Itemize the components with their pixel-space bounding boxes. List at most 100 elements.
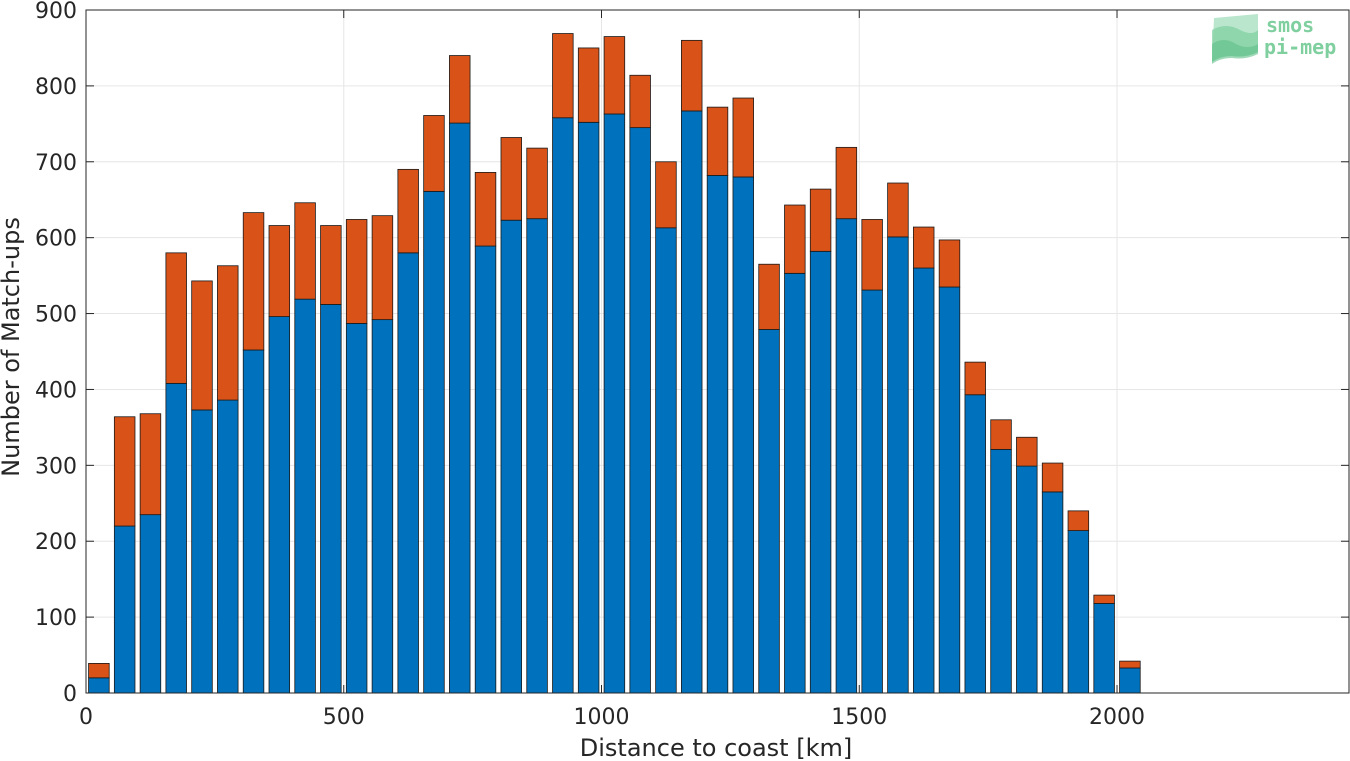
y-tick-label-8: 800 <box>35 75 77 100</box>
bar-s0-2 <box>139 514 162 694</box>
bar-s0-27 <box>784 272 806 694</box>
bar-s0-31 <box>887 236 909 694</box>
y-tick-label-6: 600 <box>35 227 77 252</box>
y-tick-label-4: 400 <box>35 378 77 403</box>
bar-s1-7 <box>268 225 291 317</box>
bar-s0-25 <box>732 176 754 694</box>
bar-s0-21 <box>629 127 651 694</box>
bar-s1-2 <box>139 413 162 516</box>
plot-frame <box>85 9 1350 694</box>
bar-s0-40 <box>1119 667 1141 694</box>
bar-s1-31 <box>887 182 909 238</box>
x-tick-labels: 0 500 1000 1500 2000 <box>79 705 1145 730</box>
x-tick-label-0: 0 <box>79 705 93 730</box>
bar-s0-29 <box>835 218 858 694</box>
bar-s1-23 <box>681 39 703 112</box>
x-axis-label: Distance to coast [km] <box>580 734 852 761</box>
bar-s0-0 <box>88 677 110 694</box>
bar-s0-26 <box>758 329 780 694</box>
bar-s1-35 <box>990 419 1012 450</box>
bar-s0-24 <box>706 175 729 694</box>
bar-s1-36 <box>1016 436 1038 467</box>
bar-s1-17 <box>526 147 548 220</box>
bar-s0-4 <box>191 409 213 694</box>
bar-s0-37 <box>1041 491 1064 694</box>
y-tick-label-1: 100 <box>35 606 77 631</box>
bar-s1-33 <box>938 239 961 288</box>
bar-s1-24 <box>706 106 729 176</box>
y-axis-label: Number of Match-ups <box>0 217 25 477</box>
bar-s1-1 <box>113 416 136 527</box>
bar-s1-13 <box>423 115 445 192</box>
bar-s0-35 <box>990 448 1012 694</box>
logo-text-line1: smos <box>1266 13 1314 37</box>
bar-s0-16 <box>500 219 523 694</box>
x-tick-label-2: 1000 <box>574 705 630 730</box>
bar-s0-17 <box>526 218 548 694</box>
bar-s0-19 <box>577 121 600 694</box>
bar-s1-26 <box>758 263 780 330</box>
smos-pi-mep-logo: smos pi-mep <box>1212 13 1336 64</box>
bar-s0-20 <box>603 113 626 694</box>
y-tick-label-2: 200 <box>35 530 77 555</box>
bar-s1-5 <box>217 265 239 401</box>
y-tick-label-9: 900 <box>35 0 77 24</box>
x-tick-label-3: 1500 <box>831 705 887 730</box>
bar-s0-1 <box>113 525 136 694</box>
bar-s0-30 <box>861 289 883 694</box>
bar-s1-28 <box>809 188 832 252</box>
bar-s0-3 <box>165 382 187 694</box>
bar-s1-25 <box>732 97 754 178</box>
bar-s1-8 <box>294 202 316 300</box>
bar-s1-34 <box>964 361 986 396</box>
bar-s0-33 <box>938 286 961 694</box>
bar-s1-15 <box>474 172 497 247</box>
bar-s1-16 <box>500 137 523 221</box>
bar-s1-21 <box>629 74 651 129</box>
y-tick-labels: 0 100 200 300 400 500 600 700 800 900 <box>35 0 77 707</box>
bar-s1-40 <box>1119 660 1141 669</box>
logo-text-line2: pi-mep <box>1264 35 1336 59</box>
y-tick-label-0: 0 <box>63 682 77 707</box>
bar-s0-18 <box>552 117 574 694</box>
bar-s1-37 <box>1041 462 1064 493</box>
bar-s1-29 <box>835 146 858 220</box>
bar-s1-39 <box>1093 594 1115 604</box>
bar-s1-20 <box>603 36 626 115</box>
bar-s1-38 <box>1067 510 1090 531</box>
bar-s0-36 <box>1016 465 1038 694</box>
x-tick-label-1: 500 <box>323 705 365 730</box>
bar-s1-22 <box>655 161 677 229</box>
axes <box>85 9 1350 694</box>
bar-s0-39 <box>1093 603 1115 694</box>
bar-s0-6 <box>242 349 265 694</box>
bar-s0-32 <box>912 267 935 694</box>
y-tick-label-3: 300 <box>35 454 77 479</box>
bar-s1-0 <box>88 663 110 679</box>
bar-s0-13 <box>423 190 445 694</box>
bar-s1-6 <box>242 212 265 351</box>
bar-s0-34 <box>964 394 986 694</box>
logo-wave-icon <box>1212 14 1258 64</box>
bar-s0-5 <box>217 399 239 694</box>
bar-s0-22 <box>655 227 677 694</box>
bars <box>88 33 1141 694</box>
bar-s1-9 <box>320 225 342 305</box>
bar-s1-32 <box>912 226 935 269</box>
bar-s0-7 <box>268 316 291 694</box>
bar-s0-28 <box>809 250 832 694</box>
bar-s1-18 <box>552 33 574 119</box>
y-tick-label-7: 700 <box>35 151 77 176</box>
bar-s0-11 <box>371 319 394 694</box>
bar-s1-12 <box>397 168 419 254</box>
x-tick-label-4: 2000 <box>1089 705 1145 730</box>
bar-s0-10 <box>345 323 368 694</box>
bar-s1-30 <box>861 219 883 291</box>
bar-s1-4 <box>191 280 213 411</box>
bar-s0-38 <box>1067 530 1090 694</box>
bar-s1-14 <box>449 55 471 124</box>
y-tick-label-5: 500 <box>35 303 77 328</box>
bar-s0-15 <box>474 245 497 694</box>
bar-s0-12 <box>397 252 419 694</box>
